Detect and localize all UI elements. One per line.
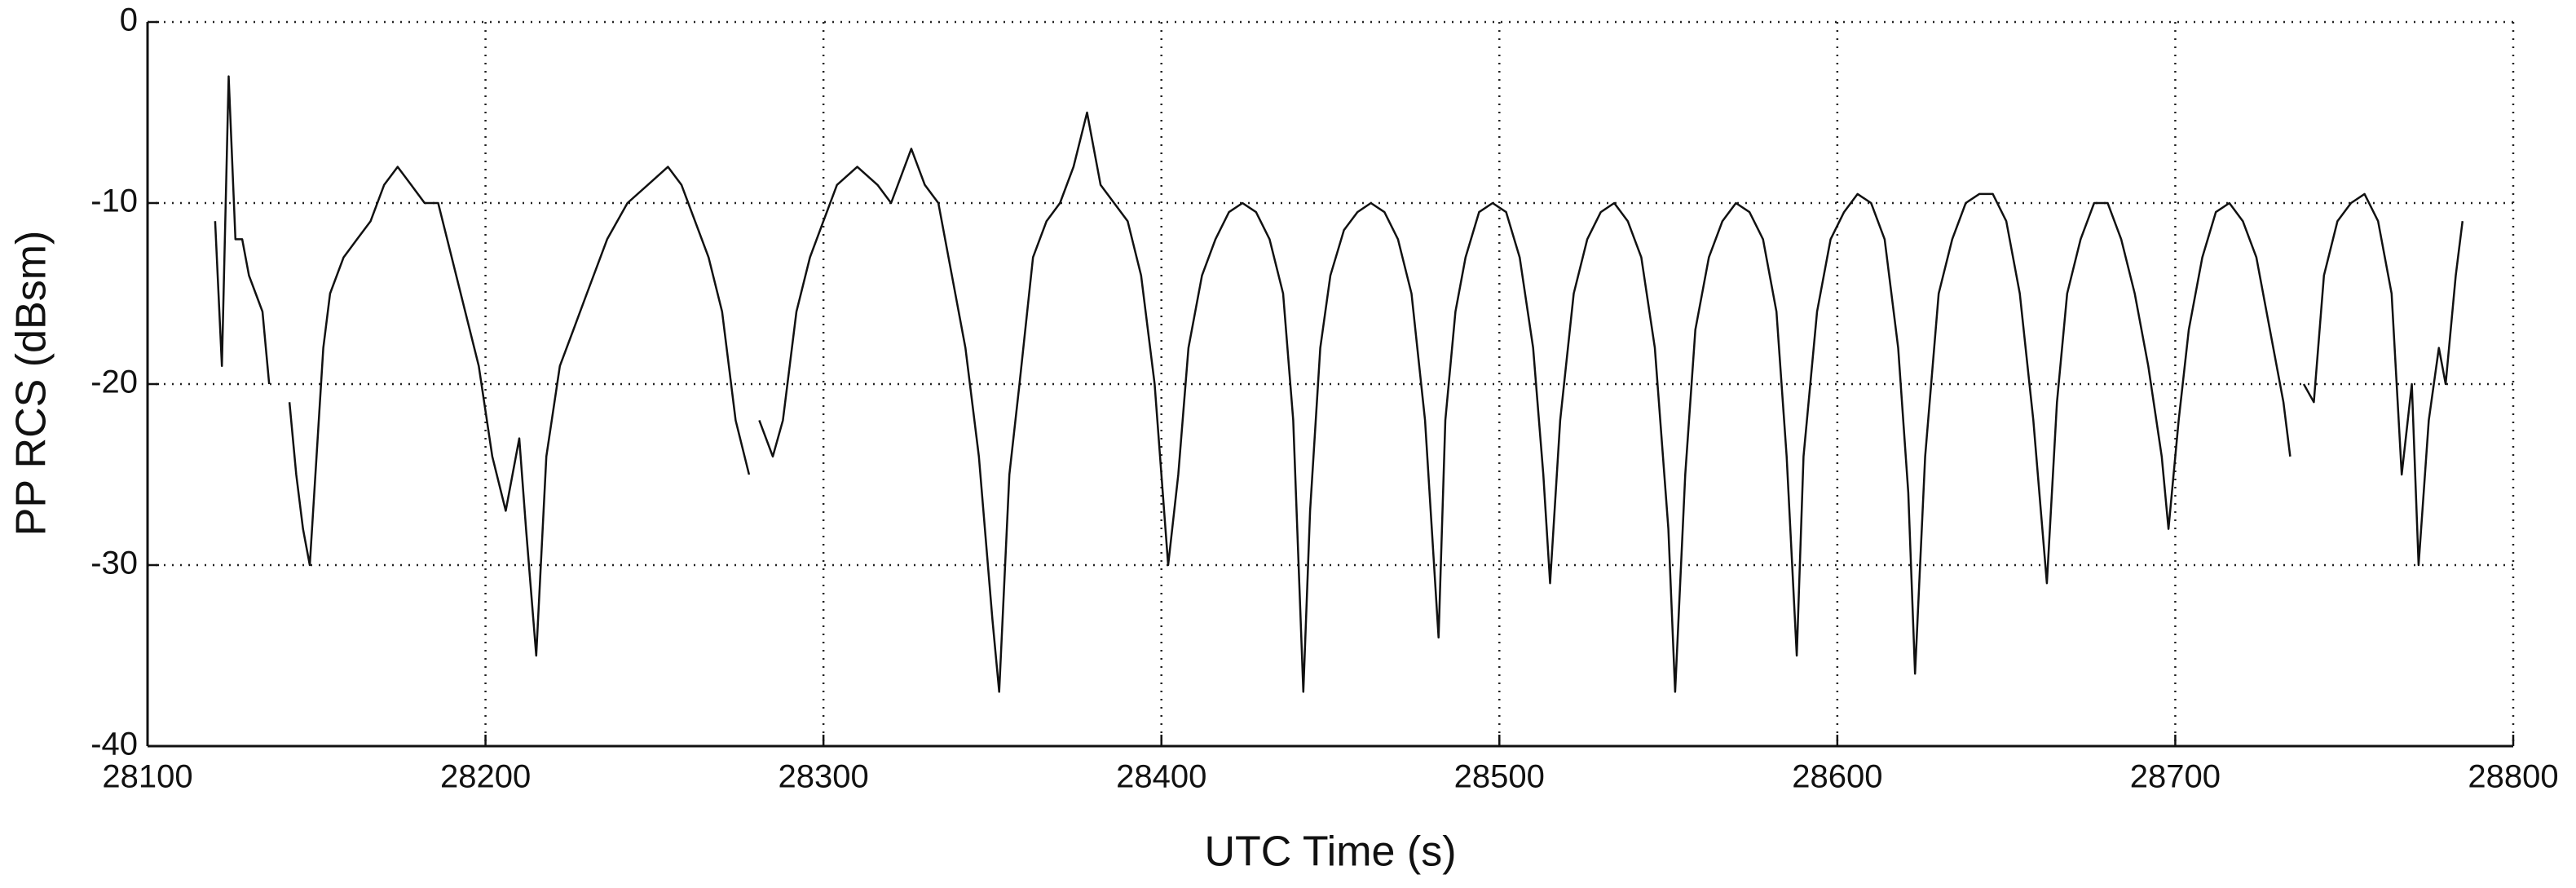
series-line <box>214 75 2464 693</box>
x-tick-label: 28500 <box>1454 759 1545 795</box>
x-tick-label: 28800 <box>2468 759 2558 795</box>
x-tick-label: 28100 <box>102 759 192 795</box>
y-tick-label: -20 <box>90 364 138 400</box>
y-tick-label: -30 <box>90 546 138 581</box>
y-tick-label: -40 <box>90 727 138 762</box>
x-tick-label: 28400 <box>1116 759 1206 795</box>
x-tick-label: 28600 <box>1792 759 1882 795</box>
y-tick-label: -10 <box>90 183 138 219</box>
y-axis-title: PP RCS (dBsm) <box>8 231 55 537</box>
x-tick-label: 28700 <box>2130 759 2221 795</box>
x-tick-label: 28300 <box>779 759 869 795</box>
x-axis-title: UTC Time (s) <box>1204 828 1456 876</box>
x-tick-label: 28200 <box>440 759 531 795</box>
y-tick-label: 0 <box>120 2 138 38</box>
